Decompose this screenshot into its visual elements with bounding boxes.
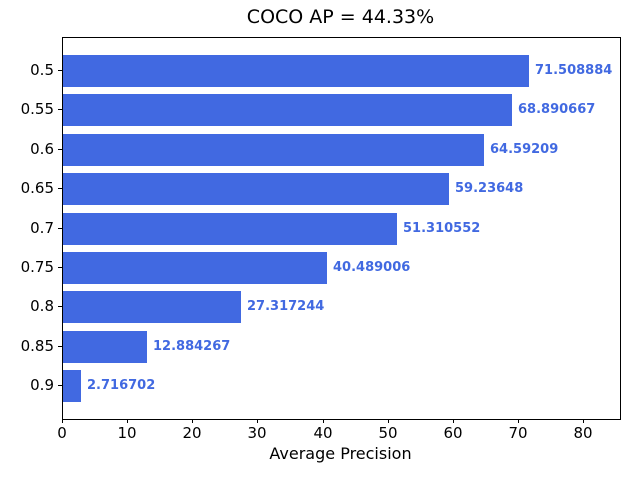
bar-0.6 xyxy=(63,134,484,166)
y-tick-label: 0.55 xyxy=(20,100,54,118)
y-tick-label: 0.75 xyxy=(20,258,54,276)
x-tick-label: 10 xyxy=(117,424,137,442)
y-tick-label: 0.85 xyxy=(20,337,54,355)
x-tick-mark xyxy=(127,419,128,423)
chart-title: COCO AP = 44.33% xyxy=(246,6,435,28)
y-tick-mark xyxy=(58,228,62,229)
bar-value-label: 51.310552 xyxy=(403,221,481,236)
x-tick-label: 50 xyxy=(378,424,398,442)
x-tick-mark xyxy=(62,419,63,423)
x-tick-mark xyxy=(583,419,584,423)
x-tick-label: 80 xyxy=(573,424,593,442)
x-tick-label: 60 xyxy=(443,424,463,442)
bar-value-label: 71.508884 xyxy=(535,63,613,78)
bar-value-label: 27.317244 xyxy=(247,299,325,314)
y-tick-label: 0.65 xyxy=(20,179,54,197)
x-tick-label: 20 xyxy=(182,424,202,442)
y-tick-mark xyxy=(58,267,62,268)
bar-0.55 xyxy=(63,94,512,126)
y-tick-label: 0.5 xyxy=(30,61,54,79)
x-tick-mark xyxy=(192,419,193,423)
bar-value-label: 2.716702 xyxy=(87,378,156,393)
y-tick-mark xyxy=(58,149,62,150)
x-tick-mark xyxy=(453,419,454,423)
x-axis-label: Average Precision xyxy=(269,444,412,463)
x-tick-mark xyxy=(388,419,389,423)
x-tick-label: 0 xyxy=(57,424,67,442)
x-tick-label: 40 xyxy=(313,424,333,442)
x-tick-mark xyxy=(323,419,324,423)
y-tick-mark xyxy=(58,385,62,386)
y-tick-mark xyxy=(58,109,62,110)
y-tick-mark xyxy=(58,306,62,307)
bar-0.5 xyxy=(63,55,529,87)
bar-0.7 xyxy=(63,213,397,245)
bar-0.8 xyxy=(63,291,241,323)
bar-value-label: 59.23648 xyxy=(455,181,524,196)
bar-0.75 xyxy=(63,252,327,284)
plot-area: 71.508884 68.890667 64.59209 59.23648 51.310… xyxy=(62,37,621,420)
bar-0.85 xyxy=(63,331,147,363)
bar-value-label: 68.890667 xyxy=(518,102,596,117)
bar-value-label: 40.489006 xyxy=(333,260,411,275)
y-tick-mark xyxy=(58,346,62,347)
x-tick-mark xyxy=(257,419,258,423)
x-tick-label: 70 xyxy=(508,424,528,442)
bar-value-label: 64.59209 xyxy=(490,142,559,157)
y-tick-label: 0.9 xyxy=(30,376,54,394)
x-tick-mark xyxy=(518,419,519,423)
y-tick-mark xyxy=(58,70,62,71)
y-tick-mark xyxy=(58,188,62,189)
bar-0.65 xyxy=(63,173,449,205)
x-tick-label: 30 xyxy=(247,424,267,442)
y-tick-label: 0.6 xyxy=(30,140,54,158)
y-tick-label: 0.7 xyxy=(30,219,54,237)
y-tick-label: 0.8 xyxy=(30,297,54,315)
bar-0.9 xyxy=(63,370,81,402)
bar-value-label: 12.884267 xyxy=(153,339,231,354)
